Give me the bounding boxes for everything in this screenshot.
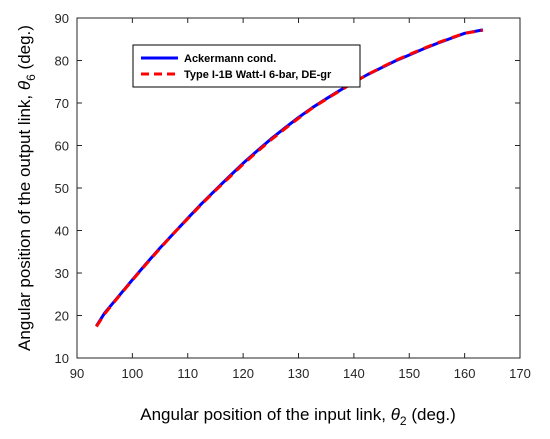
y-tick-label: 60 (55, 139, 69, 154)
y-tick-label: 80 (55, 54, 69, 69)
y-tick-label: 30 (55, 266, 69, 281)
series-line-1 (95, 28, 484, 328)
x-tick-label: 150 (398, 366, 420, 381)
legend-box (132, 44, 361, 88)
legend: Ackermann cond. Type I-1B Watt-I 6-bar, … (132, 44, 361, 88)
x-tick-label: 90 (70, 366, 84, 381)
x-tick-label: 110 (177, 366, 198, 381)
y-axis-label: Angular position of the output link, θ6 … (15, 25, 38, 351)
x-axis-ticks: 90 100 110 120 130 140 150 160 170 (70, 18, 531, 381)
y-axis-label-unit: (deg.) (15, 25, 34, 74)
y-tick-label: 40 (55, 224, 69, 239)
y-axis-label-text: Angular position of the output link, (15, 90, 34, 351)
x-tick-label: 100 (122, 366, 144, 381)
legend-label-ackermann: Ackermann cond. (184, 53, 276, 65)
x-tick-label: 140 (343, 366, 365, 381)
y-axis-ticks: 10 20 30 40 50 60 70 80 90 (55, 11, 520, 366)
y-tick-label: 50 (55, 181, 69, 196)
legend-label-watt: Type I-1B Watt-I 6-bar, DE-gr (184, 69, 332, 81)
x-tick-label: 120 (232, 366, 254, 381)
y-tick-label: 70 (55, 96, 69, 111)
x-axis-label-text: Angular position of the input link, (140, 405, 390, 424)
x-tick-label: 160 (454, 366, 476, 381)
y-tick-label: 20 (55, 309, 69, 324)
x-axis-label-unit: (deg.) (407, 405, 456, 424)
x-axis-label-subscript: 2 (400, 414, 407, 428)
y-tick-label: 90 (55, 11, 69, 26)
x-tick-label: 170 (509, 366, 531, 381)
x-tick-label: 130 (288, 366, 310, 381)
x-axis-label: Angular position of the input link, θ2 (… (140, 405, 456, 428)
y-tick-label: 10 (55, 351, 69, 366)
y-axis-label-symbol: θ (15, 80, 34, 90)
series-layer (95, 28, 484, 328)
y-axis-label-subscript: 6 (24, 74, 38, 81)
x-axis-label-symbol: θ (391, 405, 401, 424)
